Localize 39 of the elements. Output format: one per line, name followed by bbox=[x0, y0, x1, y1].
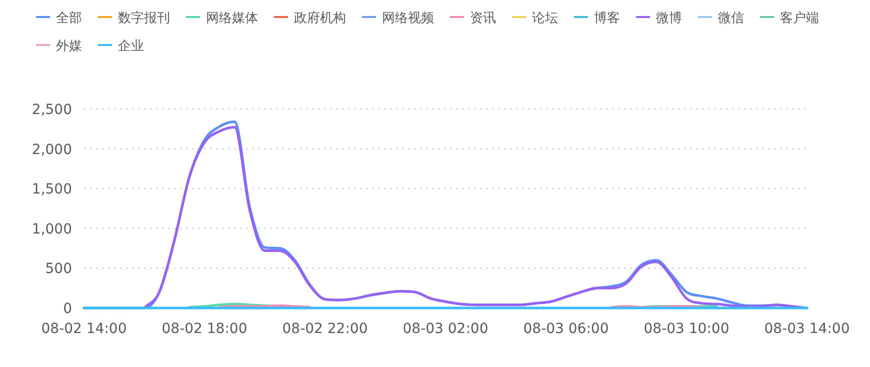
legend-item: 网络媒体 bbox=[186, 11, 258, 26]
legend-label: 政府机构 bbox=[294, 10, 346, 26]
y-tick-label: 2,500 bbox=[32, 102, 72, 118]
legend-label: 论坛 bbox=[532, 11, 558, 26]
legend-item: 资讯 bbox=[450, 11, 496, 26]
y-tick-label: 0 bbox=[63, 301, 72, 317]
legend-label: 外媒 bbox=[56, 39, 82, 54]
legend-label: 微信 bbox=[718, 11, 744, 26]
legend-item: 博客 bbox=[574, 11, 620, 26]
legend-item: 全部 bbox=[36, 11, 82, 26]
x-tick-label: 08-03 06:00 bbox=[523, 321, 609, 337]
x-tick-label: 08-03 14:00 bbox=[764, 321, 850, 337]
legend-item: 论坛 bbox=[512, 11, 558, 26]
legend-label: 网络媒体 bbox=[206, 11, 258, 26]
y-tick-label: 1,000 bbox=[32, 221, 72, 238]
x-tick-label: 08-02 14:00 bbox=[41, 321, 127, 337]
legend-item: 企业 bbox=[98, 39, 144, 54]
x-tick-label: 08-02 18:00 bbox=[162, 321, 248, 337]
legend-label: 企业 bbox=[118, 39, 144, 54]
x-tick-label: 08-03 10:00 bbox=[644, 321, 730, 337]
legend-item: 外媒 bbox=[36, 39, 82, 54]
legend-label: 网络视频 bbox=[382, 11, 434, 26]
x-tick-label: 08-02 22:00 bbox=[282, 321, 368, 337]
y-tick-label: 2,000 bbox=[32, 142, 72, 158]
legend-label: 数字报刊 bbox=[118, 10, 170, 26]
legend-item: 网络视频 bbox=[362, 11, 434, 26]
legend-item: 客户端 bbox=[760, 11, 819, 26]
legend-item: 微博 bbox=[636, 11, 682, 26]
legend-label: 全部 bbox=[56, 11, 82, 26]
legend-item: 政府机构 bbox=[274, 11, 346, 26]
legend-label: 资讯 bbox=[470, 11, 496, 26]
legend-item: 数字报刊 bbox=[98, 11, 170, 26]
y-tick-label: 1,500 bbox=[32, 182, 72, 198]
legend-label: 博客 bbox=[594, 10, 620, 26]
legend-item: 微信 bbox=[698, 11, 744, 26]
legend-label: 微博 bbox=[656, 11, 682, 26]
x-tick-label: 08-03 02:00 bbox=[402, 321, 488, 337]
y-tick-label: 500 bbox=[45, 261, 72, 278]
legend-label: 客户端 bbox=[780, 10, 819, 26]
